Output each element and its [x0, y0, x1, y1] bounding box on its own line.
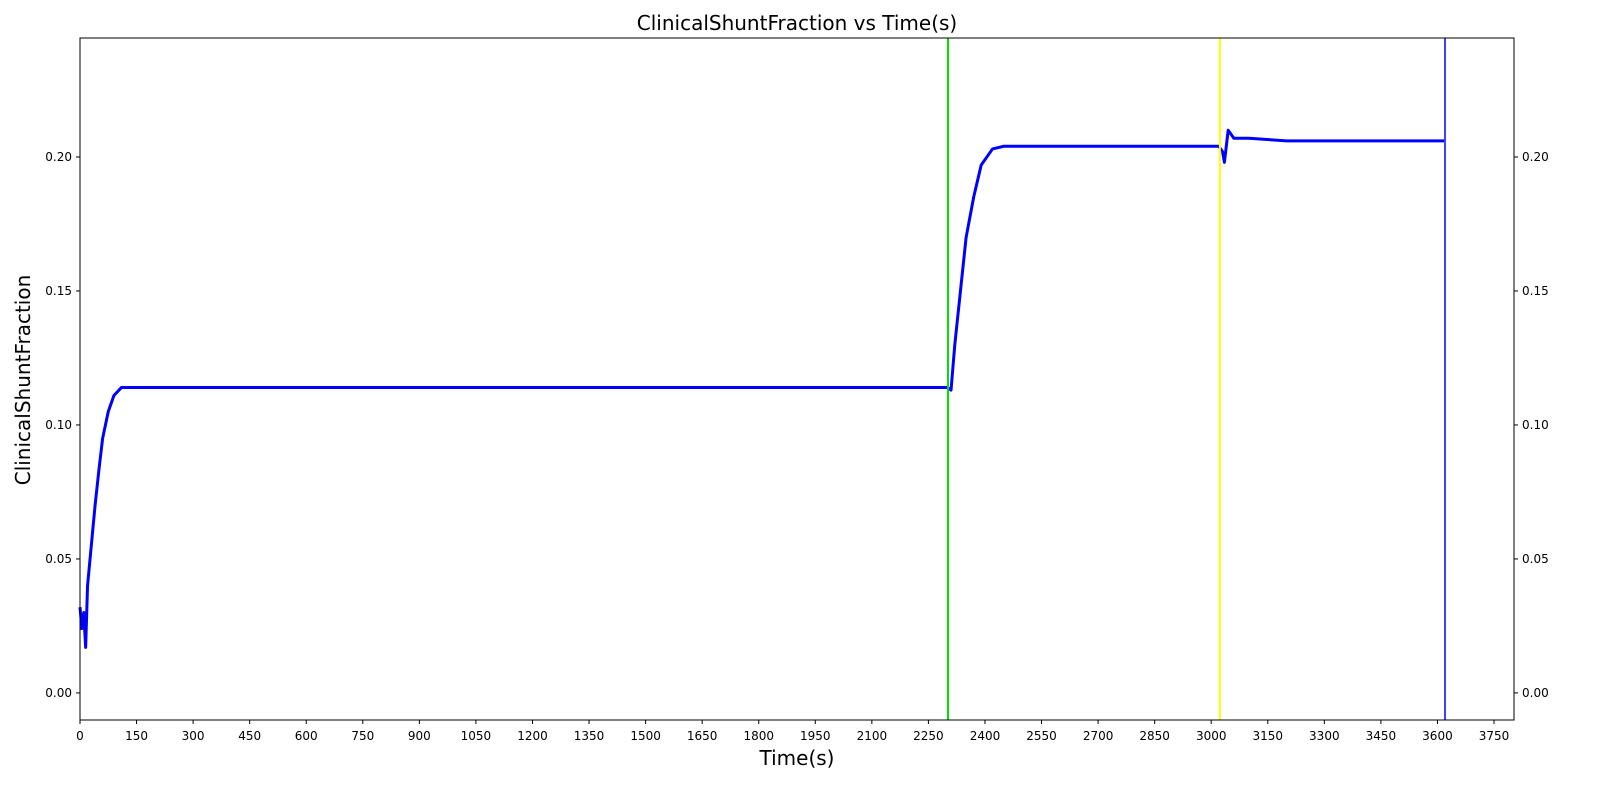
x-tick-label: 1350: [574, 729, 605, 743]
y2-tick-label: 0.05: [1522, 552, 1549, 566]
x-tick-label: 2100: [857, 729, 888, 743]
y-tick-label: 0.15: [45, 284, 72, 298]
chart-title: ClinicalShuntFraction vs Time(s): [637, 11, 957, 35]
x-tick-label: 750: [351, 729, 374, 743]
x-tick-label: 2250: [913, 729, 944, 743]
y-tick-label: 0.10: [45, 418, 72, 432]
x-tick-label: 150: [125, 729, 148, 743]
x-tick-label: 2700: [1083, 729, 1114, 743]
y2-tick-label: 0.00: [1522, 686, 1549, 700]
x-tick-label: 300: [182, 729, 205, 743]
x-tick-label: 2550: [1026, 729, 1057, 743]
x-tick-label: 3300: [1309, 729, 1340, 743]
x-tick-label: 1200: [517, 729, 548, 743]
x-tick-label: 3150: [1252, 729, 1283, 743]
x-axis-label: Time(s): [759, 746, 835, 770]
x-tick-label: 600: [295, 729, 318, 743]
y2-tick-label: 0.10: [1522, 418, 1549, 432]
x-tick-label: 900: [408, 729, 431, 743]
y2-tick-label: 0.15: [1522, 284, 1549, 298]
y-tick-label: 0.05: [45, 552, 72, 566]
x-tick-label: 3750: [1479, 729, 1510, 743]
x-tick-label: 2850: [1139, 729, 1170, 743]
y-tick-label: 0.20: [45, 150, 72, 164]
x-tick-label: 3000: [1196, 729, 1227, 743]
data-line: [78, 128, 1445, 649]
y2-tick-label: 0.20: [1522, 150, 1549, 164]
x-tick-label: 2400: [970, 729, 1001, 743]
x-tick-label: 450: [238, 729, 261, 743]
x-tick-label: 1800: [743, 729, 774, 743]
x-tick-label: 1500: [630, 729, 661, 743]
plot-frame: [79, 37, 1515, 721]
x-tick-label: 3600: [1422, 729, 1453, 743]
x-tick-label: 1650: [687, 729, 718, 743]
x-tick-label: 3450: [1366, 729, 1397, 743]
x-tick-label: 0: [76, 729, 84, 743]
x-tick-label: 1050: [461, 729, 492, 743]
y-axis-label: ClinicalShuntFraction: [11, 275, 35, 486]
y-tick-label: 0.00: [45, 686, 72, 700]
x-tick-label: 1950: [800, 729, 831, 743]
